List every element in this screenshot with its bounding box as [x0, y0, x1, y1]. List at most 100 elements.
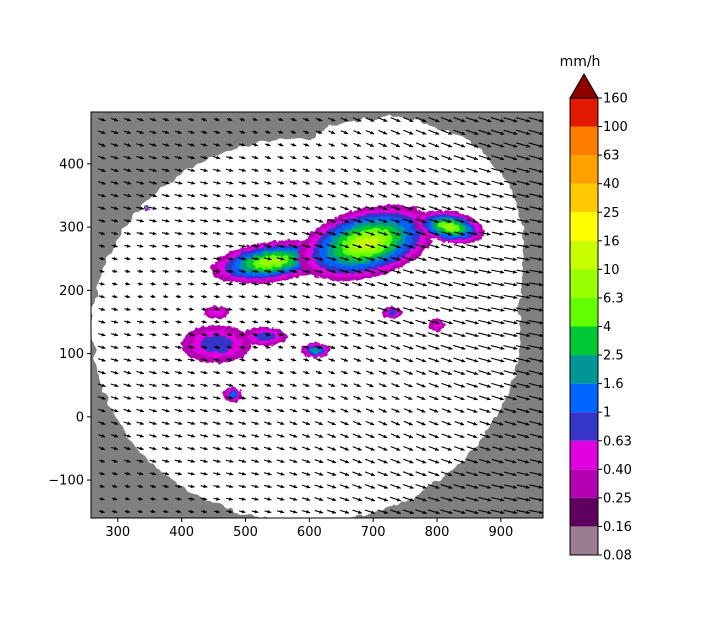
wind-arrow	[328, 155, 336, 160]
wind-arrow	[175, 294, 182, 299]
wind-arrow	[212, 168, 221, 172]
wind-arrow	[453, 382, 465, 388]
wind-arrow	[516, 282, 531, 287]
wind-arrow	[276, 459, 285, 463]
wind-arrow	[416, 395, 426, 401]
wind-arrow	[277, 117, 284, 122]
wind-arrow	[161, 181, 170, 185]
wind-arrow	[528, 370, 543, 376]
wind-arrow	[315, 358, 323, 362]
wind-arrow	[213, 130, 220, 134]
precip-level	[254, 332, 275, 341]
wind-arrow	[136, 143, 144, 147]
wind-arrow	[504, 471, 517, 477]
wind-arrow	[251, 509, 259, 514]
wind-arrow	[479, 408, 491, 413]
wind-arrow	[251, 294, 259, 299]
wind-arrow	[378, 433, 388, 439]
precip-level	[259, 257, 283, 266]
precip-cell	[181, 325, 252, 364]
wind-arrow	[187, 206, 196, 210]
wind-arrow	[377, 256, 389, 261]
wind-arrow	[213, 345, 220, 349]
wind-arrow	[478, 332, 492, 338]
colorbar-band	[570, 297, 598, 327]
wind-arrow	[366, 370, 374, 375]
wind-arrow	[162, 332, 169, 337]
wind-arrow	[391, 193, 400, 198]
wind-arrow	[200, 471, 208, 476]
colorbar-tick-label: 40	[603, 177, 620, 192]
wind-arrow	[302, 155, 310, 160]
wind-arrow	[238, 181, 247, 185]
wind-arrow	[200, 117, 208, 122]
wind-arrow	[479, 433, 491, 439]
wind-arrow	[123, 408, 132, 413]
wind-arrow	[314, 459, 324, 464]
wind-arrow	[175, 256, 182, 261]
wind-arrow	[416, 193, 426, 198]
wind-arrow	[478, 319, 492, 325]
wind-arrow	[290, 320, 297, 324]
wind-arrow	[516, 206, 530, 211]
wind-arrow	[492, 446, 504, 451]
wind-arrow	[200, 155, 208, 160]
wind-arrow	[238, 370, 246, 375]
wind-arrow	[174, 193, 183, 198]
wind-arrow	[303, 130, 310, 134]
wind-arrow	[264, 320, 271, 324]
colorbar-tick-label: 4	[603, 320, 611, 335]
wind-arrow	[200, 408, 208, 413]
wind-arrow	[163, 509, 169, 514]
wind-arrow	[124, 244, 131, 248]
wind-arrow	[441, 370, 453, 375]
wind-arrow	[465, 344, 479, 350]
wind-arrow	[238, 484, 247, 489]
wind-arrow	[440, 116, 453, 123]
wind-arrow	[453, 344, 466, 350]
wind-arrow	[276, 446, 285, 451]
wind-arrow	[239, 117, 246, 122]
colorbar-band	[570, 526, 598, 555]
wind-arrow	[529, 218, 543, 224]
wind-arrow	[251, 193, 259, 198]
wind-arrow	[402, 256, 414, 262]
wind-arrow	[503, 370, 518, 376]
wind-arrow	[365, 206, 375, 211]
wind-arrow	[124, 496, 130, 501]
wind-arrow	[239, 332, 245, 337]
wind-arrow	[290, 332, 297, 337]
wind-arrow	[529, 408, 543, 414]
wind-arrow	[174, 421, 183, 425]
wind-arrow	[339, 282, 350, 287]
wind-arrow	[148, 181, 157, 185]
wind-arrow	[225, 484, 234, 489]
wind-arrow	[403, 167, 413, 173]
wind-arrow	[162, 358, 170, 362]
wind-arrow	[302, 383, 310, 387]
wind-arrow	[149, 244, 157, 248]
wind-arrow	[289, 231, 298, 236]
wind-arrow	[238, 269, 246, 274]
wind-arrow	[226, 282, 233, 286]
wind-arrow	[366, 168, 374, 173]
wind-arrow	[188, 294, 195, 299]
wind-arrow	[111, 446, 119, 451]
wind-arrow	[427, 269, 440, 274]
wind-arrow	[490, 345, 505, 350]
wind-arrow	[516, 244, 530, 249]
wind-arrow	[415, 269, 427, 274]
wind-arrow	[314, 244, 324, 249]
colorbar-tick-label: 0.40	[603, 463, 632, 478]
wind-arrow	[200, 484, 208, 489]
wind-arrow	[327, 509, 337, 514]
wind-arrow	[503, 345, 518, 350]
wind-arrow	[504, 446, 517, 451]
wind-arrow	[340, 345, 349, 350]
wind-arrow	[149, 345, 157, 350]
wind-arrow	[315, 395, 323, 400]
wind-arrow	[352, 269, 363, 274]
wind-arrow	[136, 206, 145, 210]
wind-arrow	[453, 496, 466, 502]
wind-arrow	[365, 129, 375, 135]
